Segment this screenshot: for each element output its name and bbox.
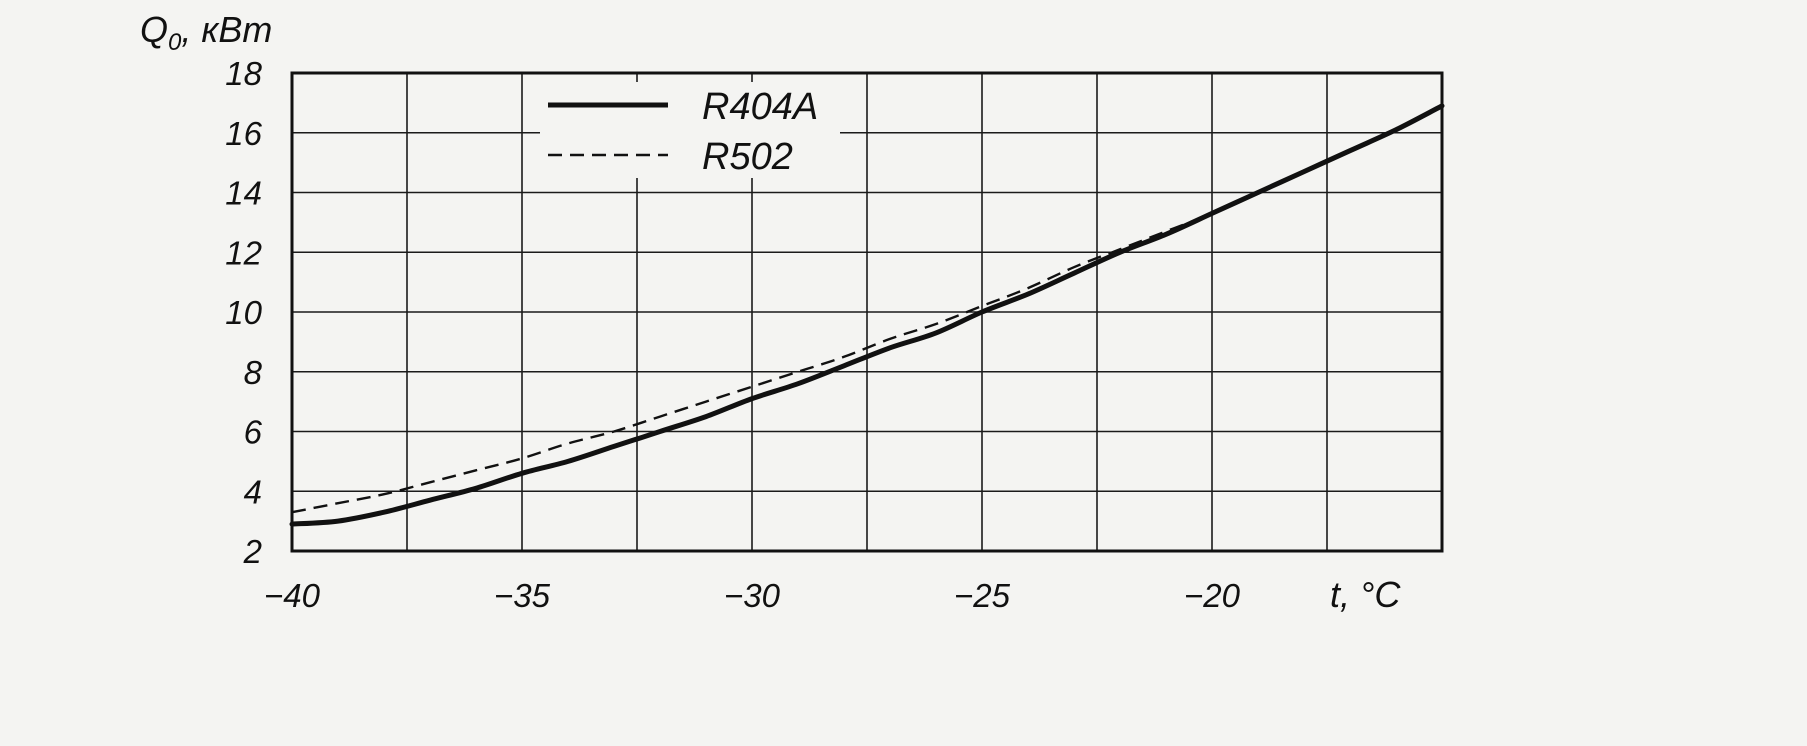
y-axis-label-main: Q [140,9,168,50]
x-tick-label: −20 [1184,577,1241,614]
legend-background [540,82,840,178]
y-tick-label: 14 [225,175,262,212]
y-tick-label: 10 [225,294,262,331]
y-axis-label-unit: , кВт [181,9,272,50]
y-axis-label-subscript: 0 [168,29,182,56]
x-tick-label: −30 [724,577,781,614]
y-tick-label: 2 [243,533,262,570]
legend: R404A R502 [540,82,840,178]
y-tick-label: 8 [244,354,263,391]
plot-frame [290,71,1444,553]
x-axis-label: t, °C [1330,574,1401,615]
legend-label-r404a: R404A [702,86,818,128]
x-tick-label: −25 [954,577,1011,614]
x-tick-label: −35 [494,577,551,614]
series-layer [289,103,1445,527]
series-line-r404a [289,103,1445,527]
y-tick-label: 18 [225,55,262,92]
y-tick-label: 4 [244,473,262,510]
grid [291,72,1443,552]
legend-label-r502: R502 [702,136,793,178]
x-tick-label: −40 [264,577,321,614]
y-tick-label: 6 [244,414,263,451]
y-tick-label: 16 [225,115,262,152]
y-tick-label: 12 [225,234,262,271]
tick-labels: 2 4 6 8 10 12 14 16 18 −40 −35 −30 −25 −20 [225,55,1240,614]
y-axis-label: Q0, кВт [140,9,272,56]
